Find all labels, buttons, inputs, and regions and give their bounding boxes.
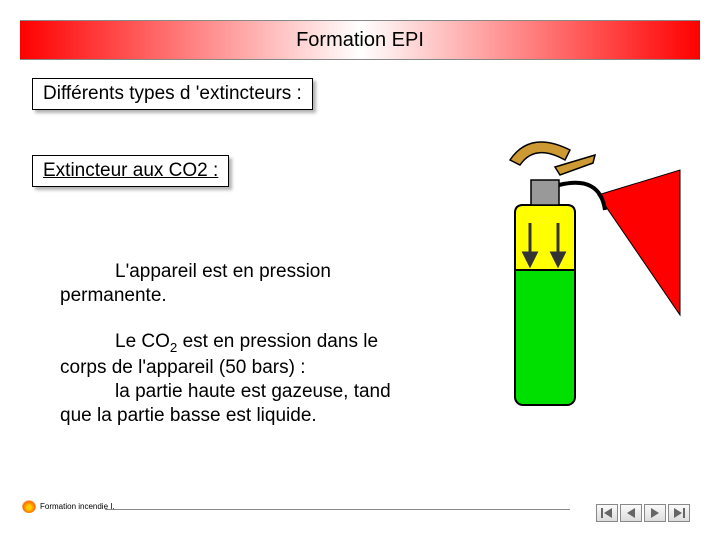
header-bar: Formation EPI [20,20,700,60]
footer-label: Formation incendie I. [22,499,115,513]
footer-rule [105,509,570,510]
discharge-cone [598,170,680,315]
section-box: Extincteur aux CO2 : [32,155,229,187]
p1-line1: L'appareil est en pression [115,261,331,282]
paragraph-1: L'appareil est en pression permanente. [60,260,460,308]
p1-line2: permanente. [60,285,167,306]
prev-button[interactable] [620,504,642,522]
fire-icon [22,499,36,513]
subtitle-text: Différents types d 'extincteurs : [43,83,302,104]
nav-group [596,504,690,522]
header-title: Formation EPI [296,29,424,52]
p2-c: corps de l'appareil (50 bars) : [60,357,305,378]
next-button[interactable] [644,504,666,522]
cylinder-top [515,205,575,270]
carry-handle [510,142,570,165]
subtitle-box: Différents types d 'extincteurs : [32,78,313,110]
p2-a: Le CO [115,331,170,352]
footer-text: Formation incendie I. [40,502,115,511]
extinguisher-diagram [480,125,700,425]
last-button[interactable] [668,504,690,522]
p2-d: la partie haute est gazeuse, tand [115,381,391,402]
p2-b: est en pression dans le [177,331,378,352]
paragraph-2: Le CO2 est en pression dans le corps de … [60,330,460,428]
valve [531,180,559,205]
p2-e: que la partie basse est liquide. [60,405,317,426]
section-text: Extincteur aux CO2 : [43,160,218,181]
first-button[interactable] [596,504,618,522]
